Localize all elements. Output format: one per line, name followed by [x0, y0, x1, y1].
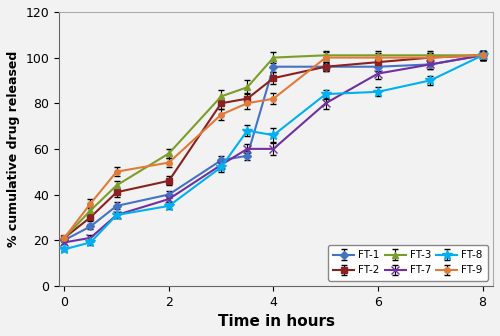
- Y-axis label: % cumulative drug released: % cumulative drug released: [7, 51, 20, 247]
- X-axis label: Time in hours: Time in hours: [218, 314, 334, 329]
- Legend: FT-1, FT-2, FT-3, FT-7, FT-8, FT-9: FT-1, FT-2, FT-3, FT-7, FT-8, FT-9: [328, 245, 488, 281]
